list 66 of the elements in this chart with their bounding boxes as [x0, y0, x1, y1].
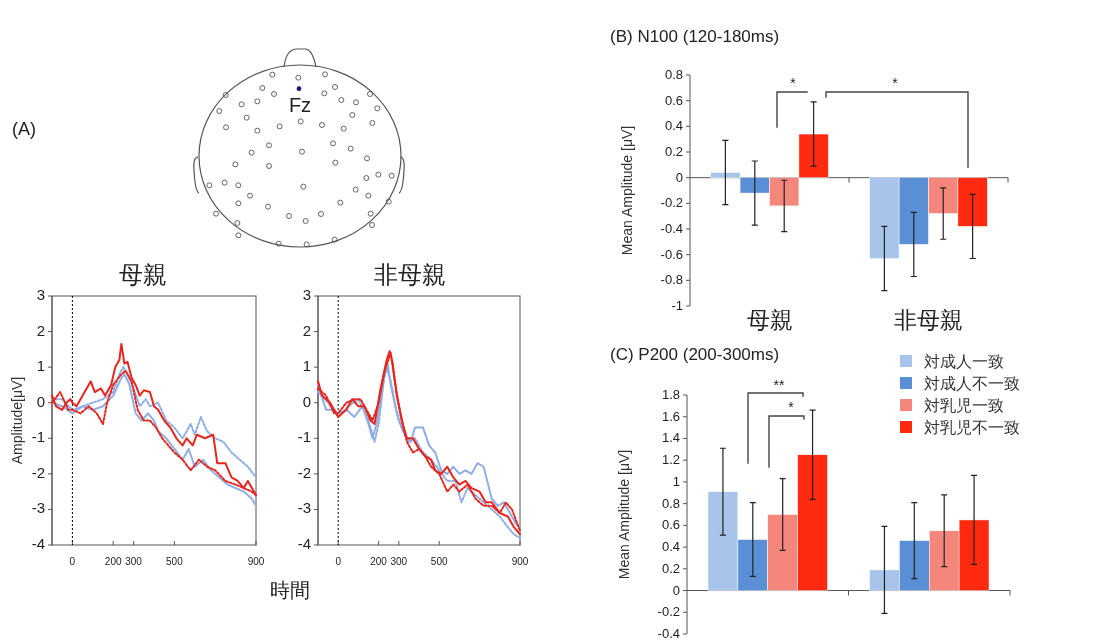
x-tick-label: 300	[125, 556, 143, 567]
y-tick-label: -4	[31, 535, 45, 552]
y-tick-label: -2	[297, 463, 311, 481]
y-tick-label: 1.2	[661, 452, 680, 468]
y-tick-label: 2	[36, 321, 45, 339]
y-tick-label: 0.6	[661, 517, 680, 533]
x-tick-label: 500	[430, 556, 448, 567]
y-tick-label: -0.4	[657, 626, 680, 641]
y-tick-label: -3	[297, 499, 311, 517]
y-tick-label: 1.8	[661, 387, 680, 402]
y-tick-label: -1	[31, 428, 45, 446]
text: **	[773, 377, 785, 393]
y-tick-label: 0.4	[661, 539, 680, 555]
annotation: *	[788, 399, 795, 415]
x-tick-label: 0	[335, 556, 342, 567]
y-axis-title: Amplitude[μV]	[9, 376, 25, 465]
legend-label: 対乳児一致	[924, 397, 1004, 414]
y-tick-label: 0.8	[661, 495, 680, 511]
y-tick-label: 0	[675, 169, 683, 185]
text: Fz	[288, 94, 312, 116]
y-tick-label: 0.2	[664, 144, 683, 159]
y-tick-label: 0.2	[661, 560, 680, 576]
y-tick-label: 0	[36, 392, 45, 410]
y-axis-title: Mean Amplitude [μV]	[619, 125, 635, 256]
chart-title: (B) N100 (120-180ms)	[610, 27, 780, 46]
x-tick-label: 200	[104, 556, 122, 567]
x-tick-label: 900	[511, 556, 529, 567]
legend-label: 対成人一致	[924, 353, 1004, 370]
y-tick-label: 1.6	[661, 408, 680, 424]
y-tick-label: 3	[36, 286, 45, 303]
y-tick-label: -1	[671, 298, 683, 313]
text: (A)	[12, 119, 36, 139]
y-tick-label: 0.6	[664, 92, 683, 108]
chart-title: 非母親	[374, 261, 446, 288]
y-tick-label: 0	[302, 392, 311, 410]
y-tick-label: 1.4	[661, 430, 680, 446]
x-tick-label: 900	[247, 556, 265, 567]
y-tick-label: -3	[31, 499, 45, 517]
y-tick-label: 1	[36, 357, 45, 375]
legend-label: 対成人不一致	[924, 375, 1020, 392]
y-tick-label: -0.4	[660, 221, 683, 236]
y-tick-label: 1	[672, 473, 680, 489]
y-tick-label: 3	[302, 286, 311, 303]
x-tick-label: 500	[166, 556, 184, 567]
y-tick-label: -0.2	[657, 604, 680, 620]
annotation: *	[892, 75, 899, 91]
x-tick-label: 0	[69, 556, 76, 567]
y-tick-label: -4	[297, 535, 311, 552]
annotation: *	[790, 75, 797, 91]
legend-label: 対乳児不一致	[924, 419, 1020, 436]
y-tick-label: -0.8	[660, 272, 683, 288]
y-tick-label: 0.4	[664, 118, 683, 134]
y-tick-label: 0.8	[664, 67, 683, 82]
chart-title: (C) P200 (200-300ms)	[610, 345, 780, 364]
y-tick-label: -0.2	[660, 195, 683, 211]
x-tick-label: 200	[370, 556, 388, 567]
y-tick-label: 2	[302, 321, 311, 339]
y-tick-label: -2	[31, 463, 45, 481]
x-tick-label: 300	[390, 556, 408, 567]
y-axis-title: Mean Amplitude [μV]	[616, 449, 632, 580]
y-tick-label: 1	[302, 357, 311, 375]
y-tick-label: -0.6	[660, 246, 683, 262]
y-tick-label: 0	[672, 582, 680, 598]
x-axis-title: 時間	[270, 579, 310, 601]
y-tick-label: -1	[297, 428, 311, 446]
chart-title: 母親	[119, 261, 167, 288]
